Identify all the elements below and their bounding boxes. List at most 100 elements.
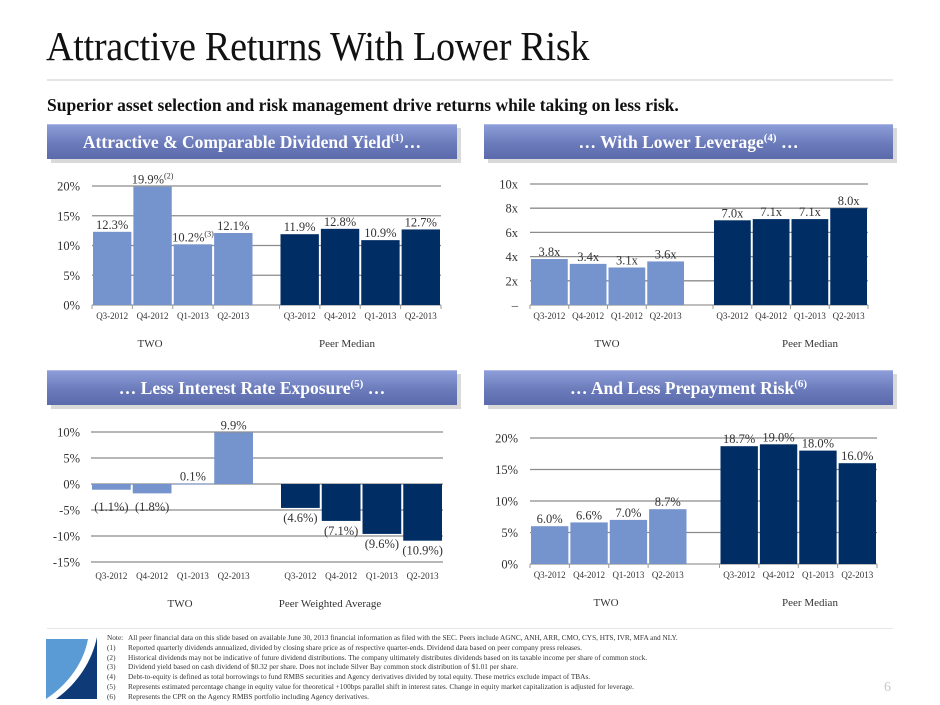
header-text: … Less Interest Rate Exposure xyxy=(118,378,351,398)
footnote-key: (2) xyxy=(107,652,116,662)
data-label: 6.6% xyxy=(576,508,602,522)
group-label: TWO xyxy=(167,598,192,610)
footnote-row: (1) Reported quarterly dividends annualiz… xyxy=(107,643,887,653)
data-label-value: (1.1%) xyxy=(94,500,128,514)
y-tick-label: 10x xyxy=(499,178,519,192)
x-tick-label: Q3-2012 xyxy=(716,311,748,321)
y-tick-label: -5% xyxy=(59,504,80,518)
footnote-ref: (4) xyxy=(763,132,777,144)
header-suffix: … xyxy=(403,132,422,152)
x-tick-label: Q4-2012 xyxy=(136,571,168,581)
group-label: TWO xyxy=(594,338,619,350)
y-tick-label: -15% xyxy=(53,556,80,570)
bar-peer-3 xyxy=(403,484,442,541)
data-label-value: 0.1% xyxy=(180,469,206,483)
y-tick-label: 5% xyxy=(63,452,80,466)
bar-two-1 xyxy=(570,522,608,564)
x-tick-label: Q1-2013 xyxy=(612,570,644,580)
data-label-value: 3.4x xyxy=(577,250,600,264)
group-label: Peer Median xyxy=(782,597,838,609)
x-tick-label: Q3-2012 xyxy=(533,311,565,321)
data-label-value: (9.6%) xyxy=(365,537,399,551)
data-label-footnote: (3) xyxy=(204,229,214,238)
header-leverage: … With Lower Leverage(4) … xyxy=(484,124,893,159)
footnote-row: (6) Represents the CPR on the Agency RMBS… xyxy=(107,692,887,702)
group-label: TWO xyxy=(137,338,162,350)
bar-two-3 xyxy=(649,509,687,564)
x-tick-label: Q4-2012 xyxy=(572,311,604,321)
data-label-value: 6.0% xyxy=(537,512,563,526)
data-label-value: (1.8%) xyxy=(135,500,169,514)
bar-two-0 xyxy=(93,231,132,305)
data-label: 12.1% xyxy=(217,219,249,233)
bar-peer-2 xyxy=(799,450,837,564)
x-tick-label: Q3-2012 xyxy=(284,571,316,581)
x-tick-label: Q1-2013 xyxy=(802,570,834,580)
header-text: … And Less Prepayment Risk xyxy=(569,378,795,398)
data-label: 19.9%(2) xyxy=(132,172,174,187)
y-tick-label: 2x xyxy=(506,274,519,288)
data-label: 12.7% xyxy=(405,215,437,229)
data-label: 8.7% xyxy=(655,495,681,509)
data-label-value: 16.0% xyxy=(841,449,873,463)
footnote-text: Represents the CPR on the Agency RMBS po… xyxy=(128,691,369,701)
footnotes: Note: All peer financial data on this sli… xyxy=(107,633,887,702)
y-tick-label: 0% xyxy=(501,558,518,572)
y-tick-label: 0% xyxy=(63,478,80,492)
data-label: 18.7% xyxy=(723,432,755,446)
footnote-text: Debt-to-equity is defined as total borro… xyxy=(128,672,591,682)
data-label-value: 3.1x xyxy=(616,253,639,267)
data-label-value: 6.6% xyxy=(576,508,602,522)
y-tick-label: 10% xyxy=(57,426,80,440)
data-label-value: 7.0% xyxy=(615,506,641,520)
bar-two-2 xyxy=(608,267,646,305)
x-tick-label: Q3-2012 xyxy=(96,311,128,321)
footnote-row: (5) Represents estimated percentage chang… xyxy=(107,682,887,692)
header-text: … With Lower Leverage xyxy=(578,132,764,152)
y-tick-label: 6x xyxy=(506,226,519,240)
bar-peer-2 xyxy=(361,240,400,305)
data-label-value: 18.0% xyxy=(802,437,834,451)
data-label-value: (10.9%) xyxy=(402,544,443,558)
data-label: 12.3% xyxy=(96,218,128,232)
data-label: 0.1% xyxy=(180,469,206,483)
company-logo-icon xyxy=(46,637,97,699)
x-tick-label: Q4-2012 xyxy=(137,311,169,321)
bar-peer-1 xyxy=(320,228,360,305)
group-label: Peer Weighted Average xyxy=(279,598,382,610)
page-subtitle: Superior asset selection and risk manage… xyxy=(47,95,679,115)
y-tick-label: -10% xyxy=(53,530,80,544)
data-label: 10.9% xyxy=(364,226,396,240)
x-tick-label: Q4-2012 xyxy=(573,570,605,580)
x-tick-label: Q2-2013 xyxy=(407,571,439,581)
data-label: 7.0% xyxy=(615,506,641,520)
bar-peer-3 xyxy=(401,229,440,305)
bar-peer-0 xyxy=(714,220,751,305)
header-prepayment: … And Less Prepayment Risk(6) xyxy=(484,370,893,405)
data-label: (9.6%) xyxy=(365,537,399,551)
bar-peer-0 xyxy=(281,484,320,508)
data-label: 8.0x xyxy=(838,194,861,208)
x-tick-label: Q2-2013 xyxy=(405,311,437,321)
footnote-ref: (5) xyxy=(350,378,364,390)
bar-two-0 xyxy=(92,484,131,490)
chart-prepayment-risk: 0% 5% 10% 15% 20% 6.0% Q3-2012 6.6% Q4-2012 7.0% Q… xyxy=(495,430,878,609)
x-tick-label: Q1-2013 xyxy=(366,571,398,581)
bar-peer-0 xyxy=(720,446,758,564)
bar-peer-3 xyxy=(830,208,867,305)
footnote-text: Dividend yield based on cash dividend of… xyxy=(128,662,519,672)
data-label: 12.8% xyxy=(324,215,356,229)
data-label-footnote: (2) xyxy=(164,172,174,181)
chart-dividend-yield: 0% 5% 10% 15% 20% 12.3% Q3-2012 19.9%(2) Q4-2012… xyxy=(57,172,442,350)
title-divider xyxy=(47,79,893,81)
data-label: 7.1x xyxy=(799,205,822,219)
footnote-text: Reported quarterly dividends annualized,… xyxy=(128,642,582,652)
data-label: 3.6x xyxy=(655,247,678,261)
footnote-row: Note: All peer financial data on this sli… xyxy=(107,633,887,643)
y-tick-label: 5% xyxy=(501,526,518,540)
data-label-value: 7.0x xyxy=(721,206,744,220)
x-tick-label: Q4-2012 xyxy=(325,571,357,581)
x-tick-label: Q3-2012 xyxy=(534,570,566,580)
x-tick-label: Q1-2012 xyxy=(611,311,643,321)
